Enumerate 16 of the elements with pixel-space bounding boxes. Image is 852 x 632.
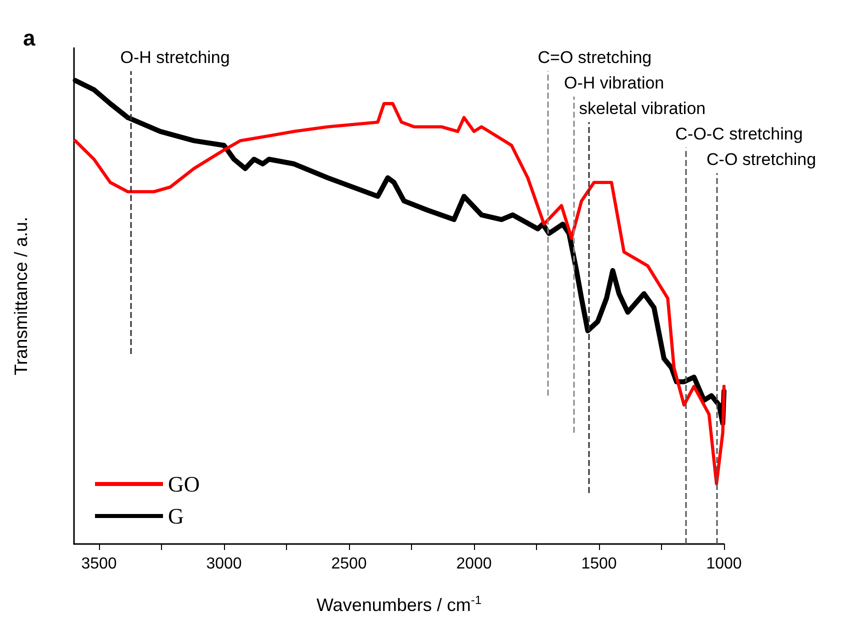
chart-title: a bbox=[23, 26, 36, 50]
x-tick-label: 1000 bbox=[706, 556, 742, 572]
ref-line-label: skeletal vibration bbox=[579, 99, 706, 118]
ref-line-label: O-H stretching bbox=[120, 48, 230, 68]
x-tick-label: 2000 bbox=[456, 556, 492, 572]
x-tick-label: 3000 bbox=[206, 556, 242, 572]
y-axis-title: Transmittance / a.u. bbox=[11, 216, 31, 376]
ref-line-label: C=O stretching bbox=[538, 48, 652, 68]
legend-label: GO bbox=[168, 472, 200, 496]
x-tick-label: 3500 bbox=[81, 556, 117, 572]
ref-line-label: O-H vibration bbox=[564, 74, 664, 93]
legend-label: G bbox=[168, 504, 184, 528]
ref-line-label: C-O-C stretching bbox=[675, 124, 803, 144]
x-tick-label: 1500 bbox=[581, 556, 617, 572]
ref-line-label: C-O stretching bbox=[706, 150, 816, 170]
x-tick-label: 2500 bbox=[331, 556, 367, 572]
